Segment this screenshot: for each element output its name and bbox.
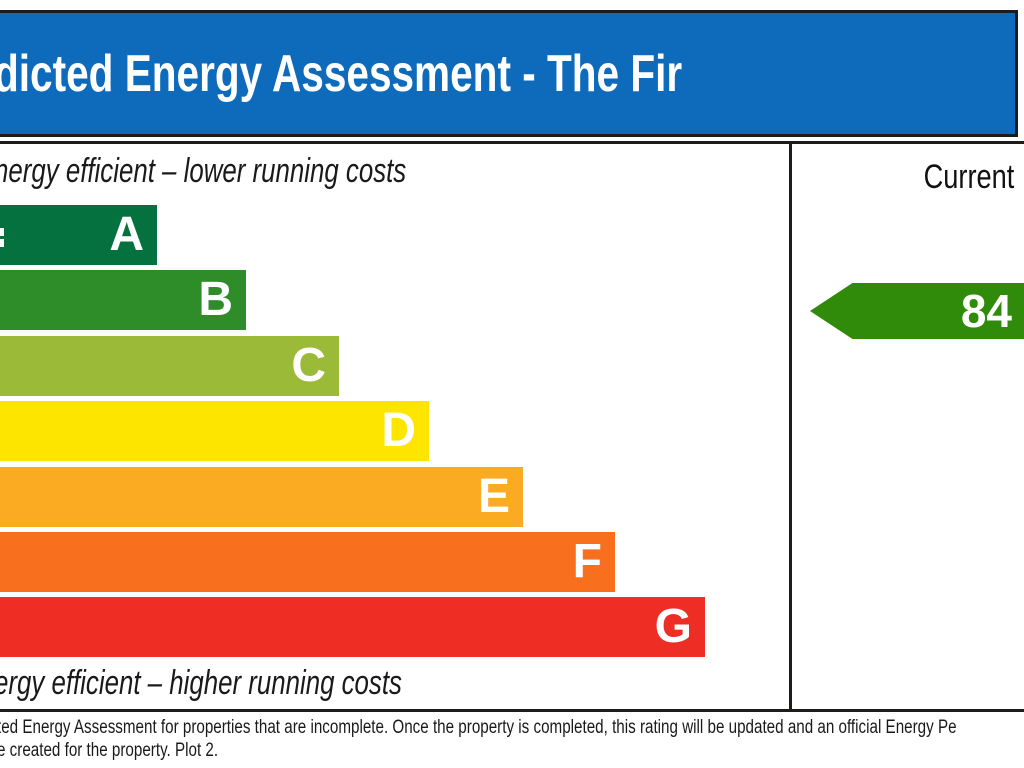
- epc-band-letter-c: C: [291, 338, 326, 392]
- epc-chart-area: nergy efficient – lower running costs A B…: [0, 141, 1024, 712]
- epc-band-e: E: [0, 466, 523, 527]
- top-axis-label: nergy efficient – lower running costs: [0, 152, 407, 190]
- column-divider: [789, 144, 792, 709]
- epc-band-g: G: [0, 597, 705, 658]
- title-banner: dicted Energy Assessment - The Fir: [0, 10, 1018, 137]
- footnote-line-2: e created for the property. Plot 2.: [0, 740, 219, 761]
- epc-band-letter-a: A: [109, 208, 144, 261]
- epc-band-d: D: [0, 401, 429, 462]
- current-rating-arrow: 84: [810, 283, 1024, 339]
- epc-band-a: A: [0, 205, 157, 265]
- cropped-caption-fragment: [0, 228, 4, 236]
- epc-band-letter-f: F: [572, 535, 602, 588]
- footnote-line-1: ted Energy Assessment for properties tha…: [0, 717, 957, 738]
- epc-band-letter-d: D: [381, 404, 416, 458]
- epc-band-f: F: [0, 532, 615, 592]
- bottom-axis-label: ergy efficient – higher running costs: [0, 664, 402, 702]
- footnote: ted Energy Assessment for properties tha…: [0, 716, 1024, 762]
- epc-chart-inner: nergy efficient – lower running costs A B…: [0, 144, 1024, 709]
- current-column-header: Current: [923, 158, 1015, 196]
- current-rating-value: 84: [960, 285, 1012, 337]
- page-title: dicted Energy Assessment - The Fir: [0, 44, 683, 103]
- epc-band-b: B: [0, 270, 246, 331]
- epc-band-letter-g: G: [654, 600, 692, 654]
- epc-band-letter-b: B: [198, 273, 233, 327]
- epc-band-c: C: [0, 335, 339, 396]
- epc-band-letter-e: E: [477, 469, 510, 523]
